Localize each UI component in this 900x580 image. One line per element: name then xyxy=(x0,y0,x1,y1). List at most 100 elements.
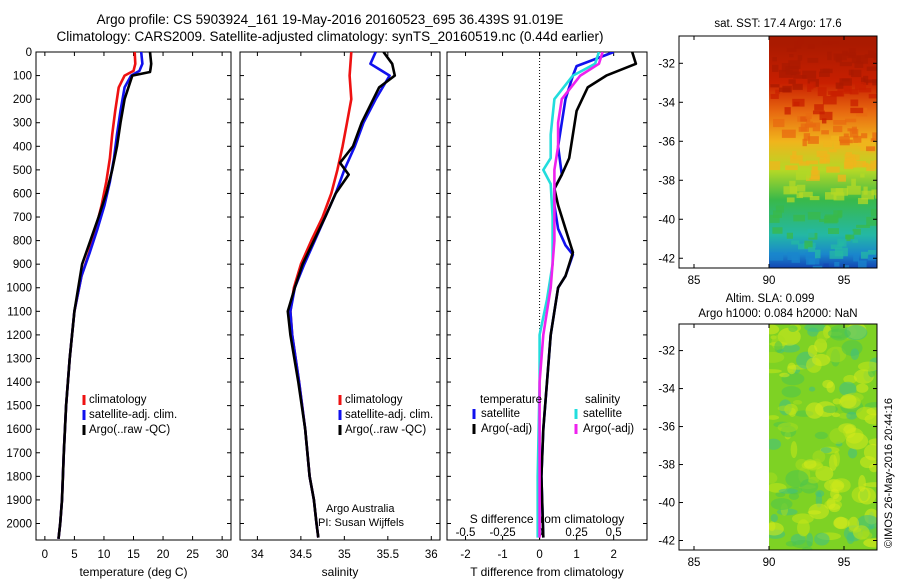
y-tick-label: -38 xyxy=(658,175,675,187)
sst-texture xyxy=(833,125,843,133)
sst-texture xyxy=(848,48,856,57)
y-tick-label: 200 xyxy=(13,94,32,106)
sst-texture xyxy=(867,256,876,261)
x-tick-label: 30 xyxy=(216,549,229,561)
sla-texture xyxy=(769,369,782,374)
sst-texture xyxy=(860,144,866,151)
sst-texture xyxy=(781,129,796,138)
x-tick-label: 35.5 xyxy=(377,549,399,561)
sst-texture xyxy=(804,240,813,249)
salinity-tick-label: 0.25 xyxy=(565,527,587,539)
sst-texture xyxy=(791,240,800,245)
sla-texture xyxy=(803,459,817,469)
sst-texture xyxy=(834,261,840,267)
sst-texture xyxy=(845,152,853,156)
y-tick-label: 1100 xyxy=(7,306,32,318)
sst-texture xyxy=(819,218,830,222)
credit-group: Argo Australia xyxy=(326,503,395,515)
sst-texture xyxy=(819,111,833,121)
sst-texture xyxy=(846,185,861,195)
sst-map-frame xyxy=(678,35,878,269)
y-tick-label: 900 xyxy=(13,259,32,271)
x-tick-label: 36 xyxy=(425,549,438,561)
sst-texture xyxy=(789,54,794,58)
legend-label: climatology xyxy=(89,394,147,406)
sst-texture xyxy=(809,196,820,201)
x-tick-label: 90 xyxy=(763,275,776,287)
sst-texture xyxy=(846,157,854,161)
sst-texture xyxy=(839,139,853,144)
sst-texture xyxy=(845,234,855,240)
sla-texture xyxy=(769,438,782,450)
y-tick-label: -34 xyxy=(658,384,675,396)
y-tick-label: 100 xyxy=(13,71,32,83)
salinity-tick-label: -0.5 xyxy=(456,527,476,539)
sla-texture xyxy=(833,516,848,529)
sla-texture xyxy=(788,325,798,333)
temperature-profile-panel: 0100200300400500600700800900100011001200… xyxy=(6,47,232,579)
sla-texture xyxy=(829,427,847,444)
y-tick-label: 600 xyxy=(13,188,32,200)
y-tick-label: 1600 xyxy=(6,424,32,436)
sst-texture xyxy=(833,210,843,217)
sla-texture xyxy=(808,386,816,392)
y-tick-label: -36 xyxy=(658,136,675,148)
sla-texture xyxy=(812,450,826,464)
sla-map-title-line1: Altim. SLA: 0.099 xyxy=(726,293,815,305)
sst-texture xyxy=(844,265,849,268)
x-tick-label: 34.5 xyxy=(290,549,312,561)
sst-texture xyxy=(866,216,877,226)
chart-title-line2: Climatology: CARS2009. Satellite-adjuste… xyxy=(56,29,604,44)
sst-texture xyxy=(814,267,826,268)
credit-pi: PI: Susan Wijffels xyxy=(318,517,404,529)
sst-texture xyxy=(830,91,845,97)
sla-texture xyxy=(846,411,858,420)
sst-texture xyxy=(796,184,806,192)
sla-texture xyxy=(857,531,873,540)
sst-texture xyxy=(833,192,845,201)
sst-texture xyxy=(824,192,837,200)
sst-texture xyxy=(833,141,841,149)
sst-texture xyxy=(870,208,877,217)
sla-texture xyxy=(779,372,790,378)
legend-label: Argo(-adj) xyxy=(583,423,634,435)
y-tick-label: -36 xyxy=(658,422,675,434)
sst-texture xyxy=(821,118,827,124)
sst-texture xyxy=(828,40,840,44)
sla-texture xyxy=(807,344,818,358)
sla-map-title-line2: Argo h1000: 0.084 h2000: NaN xyxy=(698,308,857,320)
difference-profile-temperature-argo-adj--line xyxy=(540,52,638,538)
sla-texture xyxy=(843,374,858,384)
x-tick-label: 85 xyxy=(688,557,701,569)
sla-texture xyxy=(812,353,831,367)
sst-texture xyxy=(858,142,870,147)
sla-texture xyxy=(869,463,877,473)
sla-texture xyxy=(814,532,830,546)
x-tick-label: 0 xyxy=(536,549,542,561)
legend-label: satellite xyxy=(481,408,520,420)
y-tick-label: 1900 xyxy=(6,495,32,507)
sst-texture xyxy=(805,121,813,128)
sst-texture xyxy=(875,192,877,199)
sst-texture xyxy=(785,66,799,75)
x-tick-label: 90 xyxy=(763,557,776,569)
sst-texture xyxy=(789,186,798,194)
sst-texture xyxy=(809,81,816,88)
x-tick-label: 10 xyxy=(98,549,111,561)
sla-texture xyxy=(846,532,855,545)
sst-texture xyxy=(812,110,825,115)
sst-map-field xyxy=(769,36,877,268)
y-tick-label: 500 xyxy=(13,165,32,177)
sla-texture xyxy=(857,361,877,372)
sst-texture xyxy=(769,161,781,171)
sst-texture xyxy=(786,197,795,203)
legend-label: satellite-adj. clim. xyxy=(89,409,177,421)
chart-title-line1: Argo profile: CS 5903924_161 19-May-2016… xyxy=(96,12,564,27)
sst-texture xyxy=(860,251,869,259)
sst-texture xyxy=(828,149,837,153)
legend-title: salinity xyxy=(585,394,620,406)
sst-texture xyxy=(797,115,810,122)
sst-texture xyxy=(807,84,812,92)
sst-texture xyxy=(830,244,843,249)
sst-texture xyxy=(852,239,859,243)
